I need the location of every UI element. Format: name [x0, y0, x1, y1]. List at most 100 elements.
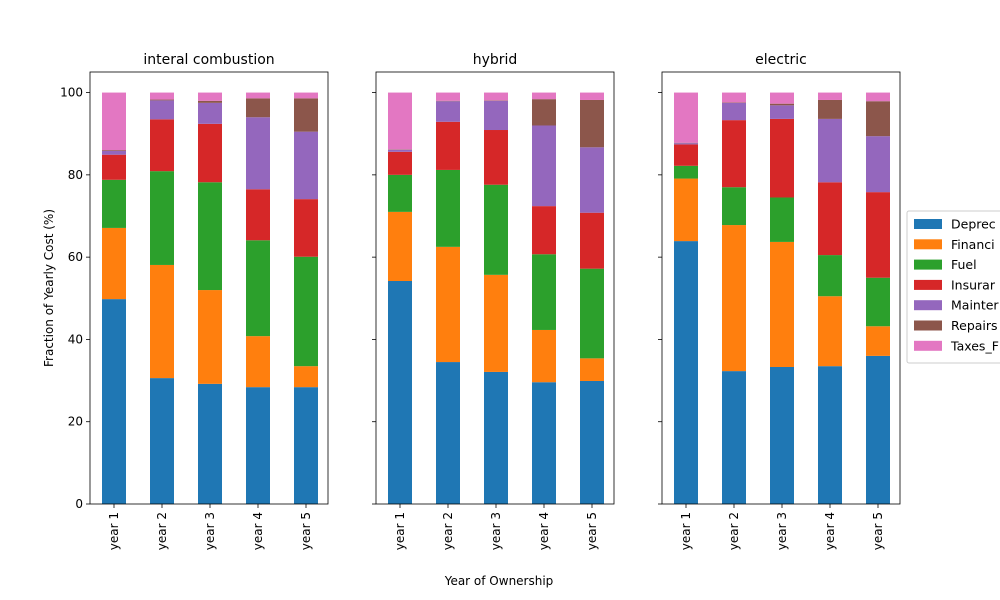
legend-swatch [914, 300, 942, 311]
legend-items: Deprec Financi Fuel Insurar Mainter Repairs Ta… [914, 217, 999, 353]
bar-segment [436, 101, 460, 122]
bar-segment [102, 154, 126, 180]
y-tick-label: 100 [60, 86, 83, 100]
legend-label: Fuel [951, 257, 977, 272]
legend: Deprec Financi Fuel Insurar Mainter Repairs Ta… [906, 210, 1000, 364]
x-tick-label: year 5 [871, 512, 885, 550]
bar-segment [436, 121, 460, 170]
y-tick-label: 40 [68, 332, 83, 346]
bar-segment [388, 151, 412, 175]
y-tick-label: 0 [75, 497, 83, 511]
bar-segment [532, 125, 556, 207]
bar-segment [770, 103, 794, 106]
x-tick-label: year 3 [203, 512, 217, 550]
bar-segment [198, 123, 222, 183]
bar-segment [770, 241, 794, 367]
legend-swatch [914, 340, 942, 351]
bar-segment [484, 274, 508, 372]
bar-segment [198, 92, 222, 101]
bar-segment [198, 383, 222, 504]
x-tick-label: year 4 [251, 512, 265, 550]
bar-segment [532, 206, 556, 255]
bar-segment [484, 100, 508, 131]
bar-segment [150, 119, 174, 172]
axes-frame [661, 71, 901, 505]
bar-segment [770, 366, 794, 504]
legend-label: Taxes_F [950, 338, 999, 353]
y-axis-label: Fraction of Yearly Cost (%) [42, 209, 56, 367]
bar-segment [866, 326, 890, 356]
bar-segment [198, 102, 222, 124]
y-tick-label: 80 [68, 168, 83, 182]
bar-segment [674, 92, 698, 143]
bar-segment [580, 147, 604, 213]
bar-segment [818, 92, 842, 100]
bar-segment [532, 92, 556, 100]
chart-panel: interal combustion year 1 year 2 year 3 year… [60, 52, 329, 550]
bar-segment [294, 199, 318, 257]
bar-segment [294, 366, 318, 388]
bar-segment [580, 99, 604, 148]
bar-segment [246, 336, 270, 388]
panel-title: interal combustion [143, 52, 274, 68]
bar-segment [294, 131, 318, 200]
bar-segment [436, 362, 460, 504]
legend-label: Financi [951, 237, 995, 252]
bar-segment [580, 92, 604, 100]
bar-segment [770, 92, 794, 104]
x-tick-label: year 1 [393, 512, 407, 550]
bar-segment [150, 92, 174, 100]
bar-segment [484, 92, 508, 101]
axes-frame [89, 71, 329, 505]
bar-segment [722, 371, 746, 504]
bar-segment [246, 240, 270, 337]
bar-segment [102, 150, 126, 151]
bar-segment [102, 227, 126, 300]
chart-panel: electric year 1 year 2 year 3 year 4 year 5 [658, 52, 901, 550]
bar-segment [866, 101, 890, 137]
bar-segment [102, 150, 126, 155]
bar-segment [388, 211, 412, 282]
bar-segment [866, 192, 890, 278]
x-tick-label: year 5 [585, 512, 599, 550]
bar-segment [674, 178, 698, 242]
bar-segment [674, 241, 698, 504]
bar-segment [818, 366, 842, 504]
bar-segment [580, 212, 604, 269]
bar-segment [532, 99, 556, 126]
bar-segment [866, 355, 890, 504]
bar-segment [722, 120, 746, 188]
bar-segment [102, 92, 126, 151]
panel-title: electric [755, 52, 807, 68]
bar-segment [388, 149, 412, 152]
bar-segment [150, 171, 174, 265]
x-tick-label: year 1 [679, 512, 693, 550]
legend-label: Deprec [951, 217, 996, 232]
bar-segment [674, 165, 698, 179]
chart-panel: hybrid year 1 year 2 year 3 year 4 year 5 [372, 52, 615, 550]
bar-segment [102, 179, 126, 228]
bar-segment [532, 254, 556, 330]
y-tick-label: 20 [68, 415, 83, 429]
bar-segment [388, 92, 412, 150]
bar-segment [866, 92, 890, 102]
bar-segment [246, 189, 270, 241]
bar-segment [246, 98, 270, 118]
bar-segment [532, 329, 556, 383]
panel-title: hybrid [473, 52, 518, 68]
x-tick-label: year 2 [155, 512, 169, 550]
bar-segment [484, 130, 508, 185]
chart-panels: interal combustion year 1 year 2 year 3 year… [60, 52, 901, 550]
legend-swatch [914, 259, 942, 270]
x-tick-label: year 1 [107, 512, 121, 550]
bar-segment [436, 169, 460, 247]
bar-segment [246, 117, 270, 190]
y-tick-label: 60 [68, 250, 83, 264]
bar-segment [198, 100, 222, 103]
x-tick-label: year 3 [775, 512, 789, 550]
bar-segment [150, 100, 174, 120]
bar-segment [102, 299, 126, 504]
bar-segment [294, 387, 318, 504]
bar-segment [294, 98, 318, 132]
bar-segment [436, 92, 460, 101]
